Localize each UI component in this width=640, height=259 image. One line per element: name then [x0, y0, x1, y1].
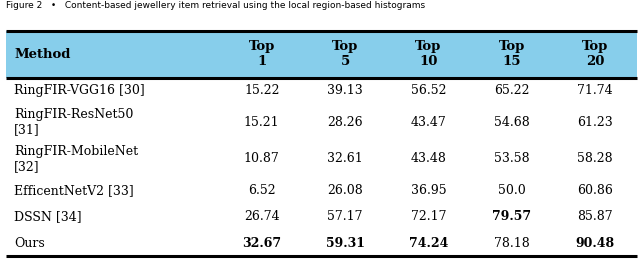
Text: 71.74: 71.74 [577, 84, 613, 97]
Text: 65.22: 65.22 [494, 84, 529, 97]
Text: Top
20: Top 20 [582, 40, 608, 68]
Text: 58.28: 58.28 [577, 152, 613, 165]
Text: RingFIR-MobileNet
[32]: RingFIR-MobileNet [32] [14, 145, 138, 173]
Text: 53.58: 53.58 [494, 152, 529, 165]
Text: 54.68: 54.68 [494, 116, 530, 129]
Text: Ours: Ours [14, 237, 45, 250]
Text: 50.0: 50.0 [498, 184, 525, 197]
Text: 26.74: 26.74 [244, 210, 280, 223]
Text: RingFIR-ResNet50
[31]: RingFIR-ResNet50 [31] [14, 108, 134, 136]
Text: 15.21: 15.21 [244, 116, 280, 129]
Text: EfficentNetV2 [33]: EfficentNetV2 [33] [14, 184, 134, 197]
Text: 61.23: 61.23 [577, 116, 613, 129]
Text: 74.24: 74.24 [409, 237, 448, 250]
Text: 43.48: 43.48 [410, 152, 446, 165]
Text: DSSN [34]: DSSN [34] [14, 210, 82, 223]
Text: Top
10: Top 10 [415, 40, 442, 68]
Text: 10.87: 10.87 [244, 152, 280, 165]
Text: 36.95: 36.95 [411, 184, 446, 197]
Text: Figure 2   •   Content-based jewellery item retrieval using the local region-bas: Figure 2 • Content-based jewellery item … [6, 1, 426, 10]
Text: 39.13: 39.13 [327, 84, 363, 97]
Text: 85.87: 85.87 [577, 210, 613, 223]
Text: 57.17: 57.17 [327, 210, 363, 223]
Text: 72.17: 72.17 [411, 210, 446, 223]
Text: 32.67: 32.67 [242, 237, 281, 250]
Text: Top
15: Top 15 [499, 40, 525, 68]
Text: 43.47: 43.47 [410, 116, 446, 129]
Text: 60.86: 60.86 [577, 184, 613, 197]
Text: 79.57: 79.57 [492, 210, 531, 223]
Text: Method: Method [14, 48, 70, 61]
Text: 28.26: 28.26 [327, 116, 363, 129]
Text: 78.18: 78.18 [494, 237, 530, 250]
Text: 15.22: 15.22 [244, 84, 280, 97]
Text: 90.48: 90.48 [575, 237, 614, 250]
Text: RingFIR-VGG16 [30]: RingFIR-VGG16 [30] [14, 84, 145, 97]
Text: Top
1: Top 1 [248, 40, 275, 68]
Text: 26.08: 26.08 [327, 184, 363, 197]
Text: 56.52: 56.52 [411, 84, 446, 97]
Text: 6.52: 6.52 [248, 184, 276, 197]
Text: 32.61: 32.61 [327, 152, 363, 165]
Text: Top
5: Top 5 [332, 40, 358, 68]
Text: 59.31: 59.31 [326, 237, 365, 250]
